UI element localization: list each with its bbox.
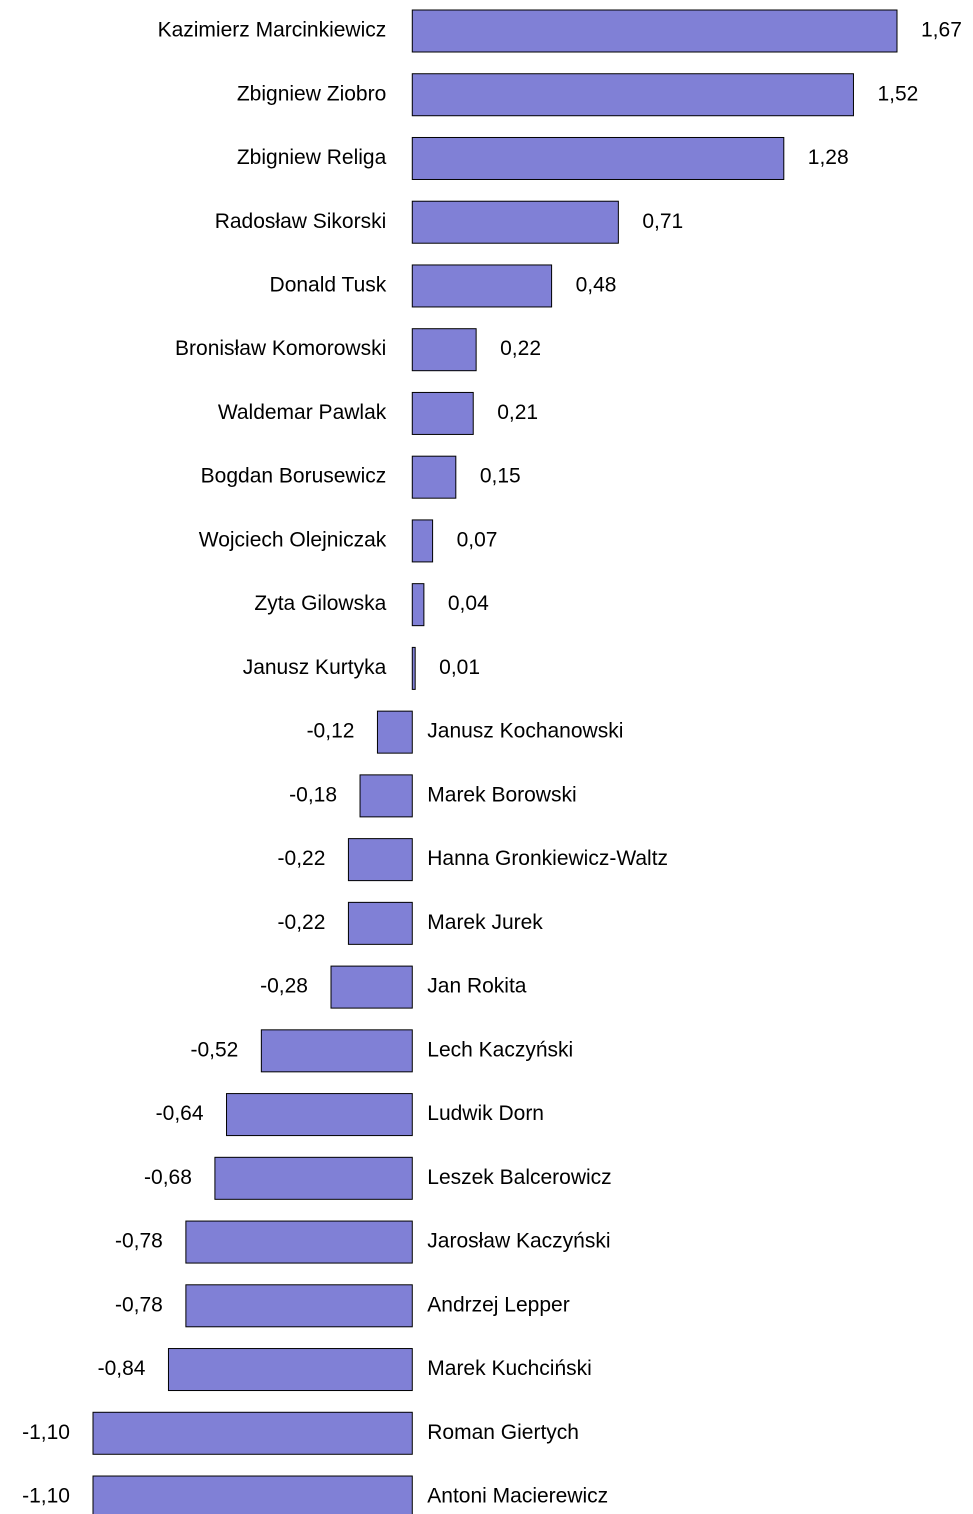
category-label: Bogdan Borusewicz	[201, 465, 387, 488]
category-label: Marek Kuchciński	[427, 1357, 592, 1380]
bar	[411, 328, 477, 372]
category-label: Janusz Kochanowski	[427, 720, 623, 743]
value-label: 0,01	[439, 656, 480, 679]
category-label: Marek Borowski	[427, 783, 576, 806]
value-label: -0,64	[156, 1102, 204, 1125]
category-label: Zbigniew Ziobro	[237, 82, 386, 105]
category-label: Ludwik Dorn	[427, 1102, 544, 1125]
value-label: -0,18	[289, 783, 337, 806]
category-label: Roman Giertych	[427, 1421, 579, 1444]
category-label: Marek Jurek	[427, 911, 543, 934]
category-label: Andrzej Lepper	[427, 1293, 569, 1316]
value-label: -0,22	[278, 847, 326, 870]
bar	[411, 200, 619, 244]
category-label: Wojciech Olejniczak	[199, 528, 387, 551]
bar	[411, 391, 474, 435]
bar	[411, 136, 785, 180]
value-label: 1,28	[808, 146, 849, 169]
bar	[411, 73, 854, 117]
category-label: Antoni Macierewicz	[427, 1485, 608, 1508]
value-label: 0,04	[448, 592, 489, 615]
category-label: Zyta Gilowska	[254, 592, 386, 615]
bar	[226, 1093, 413, 1137]
value-label: -1,10	[22, 1421, 70, 1444]
bar	[185, 1220, 413, 1264]
value-label: 1,67	[921, 19, 962, 42]
category-label: Donald Tusk	[270, 274, 387, 297]
value-label: 1,52	[877, 82, 918, 105]
bar	[411, 9, 898, 53]
bar	[411, 264, 553, 308]
bar	[260, 1029, 413, 1073]
value-label: -1,10	[22, 1485, 70, 1508]
bar	[411, 519, 434, 563]
value-label: 0,15	[480, 465, 521, 488]
value-label: -0,12	[307, 720, 355, 743]
category-label: Waldemar Pawlak	[218, 401, 387, 424]
bar	[376, 710, 413, 754]
bar	[347, 838, 413, 882]
value-label: 0,71	[642, 210, 683, 233]
value-label: -0,78	[115, 1293, 163, 1316]
category-label: Kazimierz Marcinkiewicz	[158, 19, 387, 42]
category-label: Janusz Kurtyka	[243, 656, 387, 679]
value-label: -0,28	[260, 975, 308, 998]
category-label: Zbigniew Religa	[237, 146, 387, 169]
value-label: -0,22	[278, 911, 326, 934]
value-label: -0,84	[98, 1357, 146, 1380]
category-label: Bronisław Komorowski	[175, 337, 386, 360]
bar	[411, 455, 457, 499]
value-label: -0,68	[144, 1166, 192, 1189]
value-label: 0,22	[500, 337, 541, 360]
category-label: Leszek Balcerowicz	[427, 1166, 611, 1189]
value-label: 0,07	[457, 528, 498, 551]
bar	[214, 1156, 413, 1200]
value-label: 0,21	[497, 401, 538, 424]
category-label: Hanna Gronkiewicz-Waltz	[427, 847, 668, 870]
bar	[92, 1411, 413, 1455]
category-label: Jan Rokita	[427, 975, 527, 998]
value-label: 0,48	[576, 274, 617, 297]
bar	[411, 583, 425, 627]
bar	[167, 1348, 413, 1392]
value-label: -0,78	[115, 1230, 163, 1253]
bar	[185, 1284, 413, 1328]
bar	[347, 901, 413, 945]
bar	[330, 965, 413, 1009]
category-label: Lech Kaczyński	[427, 1038, 573, 1061]
value-label: -0,52	[190, 1038, 238, 1061]
bar	[359, 774, 413, 818]
category-label: Radosław Sikorski	[215, 210, 387, 233]
category-label: Jarosław Kaczyński	[427, 1230, 610, 1253]
bar	[411, 646, 416, 690]
bar	[92, 1475, 413, 1514]
